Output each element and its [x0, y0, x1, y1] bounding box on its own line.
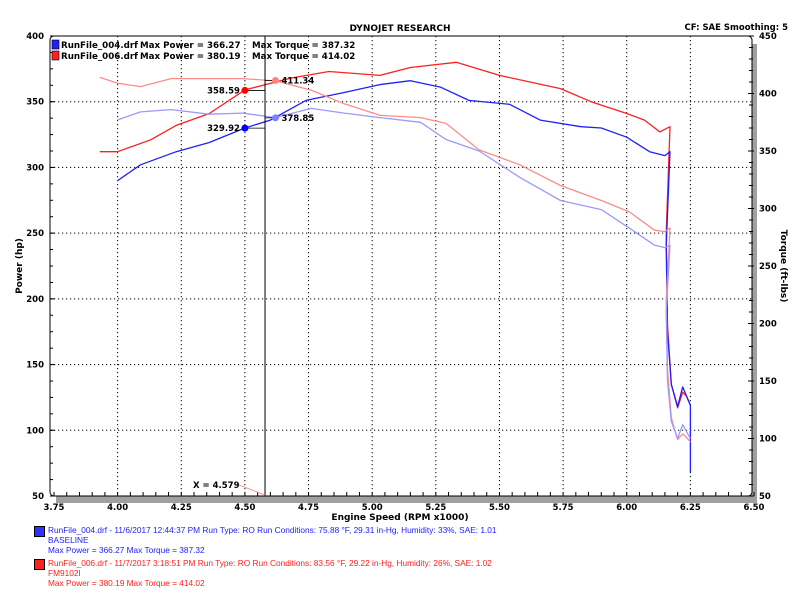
axis-ticks: 3.75 4.00 4.25 4.50 4.75 5.00 5.25 5.50 5.75 6.00…	[26, 32, 777, 513]
x-tick-label: 5.25	[425, 503, 446, 513]
x-tick-label: 4.50	[234, 503, 255, 513]
legend-run-max: Max Power = 366.27 Max Torque = 387.32	[48, 545, 205, 555]
x-tick-label: 6.00	[616, 503, 637, 513]
top-legend-swatch-blue	[51, 39, 60, 50]
chart-title: DYNOJET RESEARCH	[349, 24, 450, 34]
x-tick-label: 4.25	[171, 503, 192, 513]
y-tick-label-left: 150	[26, 361, 44, 371]
legend-run-info: RunFile_006.drf - 11/7/2017 3:18:51 PM R…	[48, 558, 492, 568]
cursor[interactable]: X = 4.579	[193, 36, 266, 496]
x-axis-label: Engine Speed (RPM x1000)	[331, 513, 468, 523]
bottom-legend-run-006: RunFile_006.drf - 11/7/2017 3:18:51 PM R…	[34, 558, 492, 588]
x-tick-label: 5.00	[362, 503, 383, 513]
plot-area	[49, 35, 753, 497]
top-legend-file: RunFile_006.drf	[61, 52, 138, 62]
y-tick-label-right: 450	[759, 32, 777, 42]
series-line-torque-runfile_004	[117, 107, 691, 440]
y-tick-label-right: 50	[759, 492, 771, 502]
x-tick-label: 6.50	[744, 503, 765, 513]
y-tick-label-left: 400	[26, 32, 44, 42]
marker-label: 411.34	[281, 76, 314, 86]
y-axis-label-left: Power (hp)	[15, 238, 25, 294]
y-tick-label-right: 400	[759, 90, 777, 100]
y-tick-label-left: 350	[26, 98, 44, 108]
marker-dot	[241, 124, 249, 132]
legend-run-note: FM9102I	[48, 568, 81, 578]
legend-run-info: RunFile_004.drf - 11/6/2017 12:44:37 PM …	[48, 525, 497, 535]
y-tick-label-right: 100	[759, 435, 777, 445]
marker-label: 329.92	[207, 124, 240, 134]
y-tick-label-right: 150	[759, 377, 777, 387]
y-tick-label-right: 300	[759, 205, 777, 215]
y-tick-label-left: 300	[26, 163, 44, 173]
y-tick-label-left: 250	[26, 229, 44, 239]
top-legend-torque: Max Torque = 414.02	[252, 52, 355, 62]
y-tick-label-left: 100	[26, 426, 44, 436]
y-axis-label-right: Torque (ft-lbs)	[778, 230, 788, 303]
x-tick-label: 5.75	[553, 503, 574, 513]
x-tick-label: 6.25	[680, 503, 701, 513]
top-legend-power: Max Power = 366.27	[140, 41, 241, 51]
y-tick-label-left: 200	[26, 295, 44, 305]
marker-dot	[271, 76, 279, 84]
x-tick-label: 4.00	[107, 503, 128, 513]
marker-dot	[271, 114, 279, 122]
legend-swatch-red	[34, 559, 45, 570]
marker-dot	[241, 86, 249, 94]
x-tick-label: 5.50	[489, 503, 510, 513]
plot-shadow-right	[750, 44, 757, 503]
marker-label: 358.59	[207, 86, 240, 96]
y-tick-label-right: 200	[759, 320, 777, 330]
chart-subtitle-right: CF: SAE Smoothing: 5	[685, 23, 789, 33]
y-tick-label-left: 50	[32, 492, 44, 502]
series-line-power-runfile_004	[117, 80, 692, 473]
y-tick-label-right: 350	[759, 147, 777, 157]
legend-run-note: BASELINE	[48, 535, 89, 545]
bottom-legend-run-004: RunFile_004.drf - 11/6/2017 12:44:37 PM …	[34, 525, 497, 555]
x-tick-label: 3.75	[44, 503, 65, 513]
top-legend-power: Max Power = 380.19	[140, 52, 241, 62]
grid	[50, 36, 752, 496]
cursor-label: X = 4.579	[193, 481, 240, 491]
marker-label: 378.85	[281, 114, 314, 124]
series-lines	[99, 61, 692, 473]
x-tick-label: 4.75	[298, 503, 319, 513]
legend-swatch-blue	[34, 526, 45, 537]
y-tick-label-right: 250	[759, 262, 777, 272]
plot-shadow-bottom	[56, 496, 757, 503]
top-legend-swatch-red	[51, 50, 60, 61]
top-legend-file: RunFile_004.drf	[61, 41, 138, 51]
cursor-label-leader	[238, 484, 266, 496]
top-legend-torque: Max Torque = 387.32	[252, 41, 355, 51]
markers: 358.59 411.34 329.92 378.85	[207, 76, 314, 134]
legend-run-max: Max Power = 380.19 Max Torque = 414.02	[48, 578, 205, 588]
top-legend: RunFile_004.drf Max Power = 366.27 Max T…	[51, 39, 355, 62]
